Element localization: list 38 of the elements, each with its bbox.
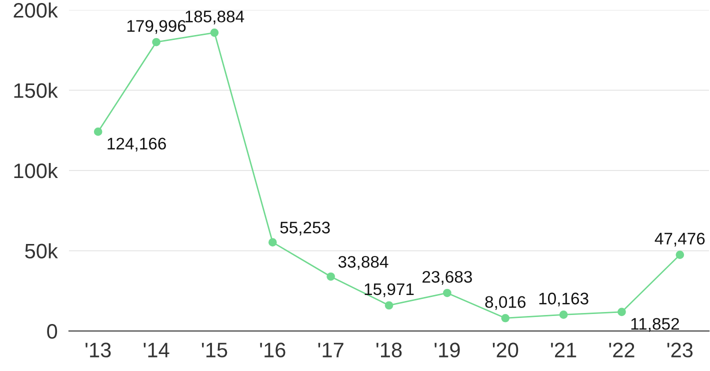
y-tick-label: 100k xyxy=(14,162,58,178)
x-tick-label: '21 xyxy=(551,342,576,358)
x-tick-label: '19 xyxy=(434,342,460,358)
x-tick-label: '13 xyxy=(86,342,111,358)
data-label: 55,253 xyxy=(280,222,330,236)
y-tick-label: 200k xyxy=(14,2,58,18)
data-label: 11,852 xyxy=(631,318,679,332)
point xyxy=(94,128,102,136)
point xyxy=(676,250,684,259)
point xyxy=(210,28,219,37)
point xyxy=(559,310,568,319)
x-tick-label: '22 xyxy=(609,342,634,358)
data-label: 15,971 xyxy=(364,283,414,298)
data-label: 47,476 xyxy=(654,232,705,247)
data-label: 33,884 xyxy=(338,256,388,270)
y-tick-label: 150k xyxy=(14,82,58,98)
point xyxy=(384,301,394,310)
point xyxy=(501,314,510,322)
point xyxy=(268,238,277,246)
x-tick-label: '14 xyxy=(144,342,170,358)
x-tick-label: '15 xyxy=(202,342,228,358)
point xyxy=(152,38,160,46)
x-tick-label: '18 xyxy=(376,342,402,358)
x-tick-label: '23 xyxy=(667,342,693,358)
data-label: 23,683 xyxy=(422,270,472,285)
point xyxy=(618,308,626,316)
data-label: 124,166 xyxy=(108,138,166,152)
x-tick-label: '20 xyxy=(492,342,518,358)
y-tick-label: 50k xyxy=(25,243,58,259)
data-label: 185,884 xyxy=(186,10,244,24)
x-tick-label: '16 xyxy=(260,342,286,358)
data-label: 8,016 xyxy=(485,296,526,310)
x-tick-label: '17 xyxy=(318,342,344,358)
point xyxy=(443,288,452,298)
data-label: 10,163 xyxy=(539,292,588,306)
data-label: 179,996 xyxy=(127,20,186,34)
point xyxy=(326,272,335,281)
y-tick-label: 0 xyxy=(47,324,58,339)
